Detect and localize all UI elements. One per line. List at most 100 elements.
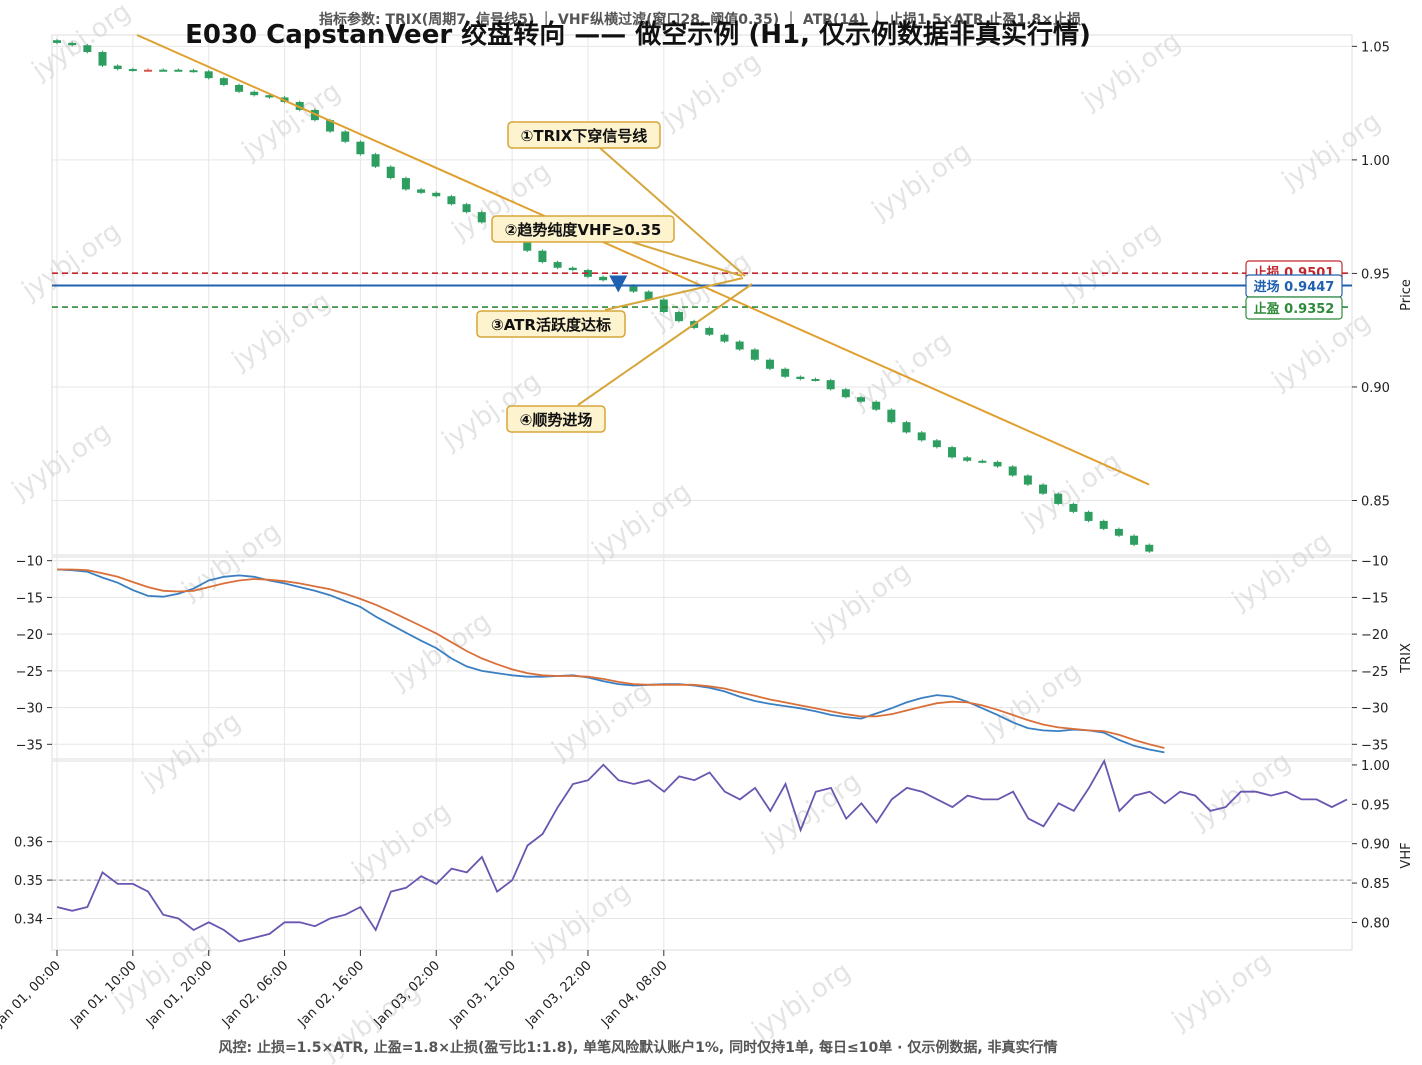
trend-line: [136, 34, 1150, 486]
trix-right-tick-label: −25: [1361, 665, 1388, 680]
annotation-text: ②趋势纯度VHF≥0.35: [505, 221, 662, 239]
candle-body: [432, 192, 441, 197]
annotation-box: [476, 310, 626, 338]
grid-lines: [52, 35, 1352, 950]
price-tick-label: 0.95: [1361, 267, 1390, 282]
trix-right-tick-label: −35: [1361, 738, 1388, 753]
candle-body: [1069, 503, 1078, 512]
candle-body: [250, 91, 259, 96]
trix-right-tick-label: −10: [1361, 555, 1388, 570]
price-tick-label: 1.05: [1361, 40, 1390, 55]
vhf-series-line: [56, 758, 1348, 943]
candle-body: [53, 40, 61, 43]
vhf-panel-frame: [51, 760, 1353, 951]
candle-body: [765, 359, 774, 369]
candle-body: [553, 262, 562, 268]
short-entry-marker: [609, 275, 628, 293]
vhf-right-tick-label: 0.90: [1361, 838, 1390, 853]
candle-body: [1039, 484, 1048, 494]
vhf-axis-label: VHF: [1399, 842, 1414, 868]
vhf-right-tick-label: 0.85: [1361, 877, 1390, 892]
x-tick-label: Jan 02, 06:00: [219, 958, 291, 1030]
candle-body: [735, 341, 744, 350]
candle-body: [705, 327, 714, 335]
trix-left-tick-label: −20: [16, 628, 43, 643]
candle-body: [477, 212, 486, 223]
candle-body: [326, 120, 335, 132]
candle-body: [1008, 466, 1017, 476]
candle-body: [371, 154, 380, 167]
candle-body: [811, 379, 820, 382]
candle-body: [174, 69, 183, 72]
candle-body: [932, 440, 941, 448]
candle-body: [993, 461, 1002, 467]
annotation-arrow: [604, 277, 744, 311]
candle-body: [720, 334, 729, 342]
candle-body: [1054, 493, 1063, 504]
footer-note: 风控: 止损=1.5×ATR, 止盈=1.8×止损(盈亏比1:1.8), 单笔风…: [218, 1039, 1057, 1056]
candle-body: [356, 141, 365, 155]
candle-body: [1023, 475, 1032, 485]
price-panel-frame: [51, 34, 1353, 556]
candle-body: [417, 189, 426, 193]
vhf-left-tick-label: 0.34: [14, 913, 43, 928]
price-tick-label: 1.00: [1361, 154, 1390, 169]
chart-title: E030 CapstanVeer 绞盘转向 —— 做空示例 (H1, 仅示例数据…: [185, 19, 1091, 50]
candle-body: [902, 422, 911, 433]
vhf-left-tick-label: 0.35: [14, 874, 43, 889]
annotation-text: ③ATR活跃度达标: [491, 316, 611, 334]
candle-body: [857, 397, 866, 402]
candle-body: [447, 196, 456, 205]
candle-body: [674, 312, 683, 322]
candle-body: [204, 71, 213, 79]
candle-body: [386, 166, 395, 179]
candle-body: [599, 276, 608, 281]
level-label: 进场 0.9447: [1254, 280, 1335, 295]
level-label-box: [1245, 296, 1343, 320]
annotation-box: [491, 215, 675, 243]
annotation-arrow: [631, 241, 743, 277]
trix-series-line: [56, 568, 1165, 754]
candle-body: [128, 69, 137, 72]
level-label: 止盈 0.9352: [1254, 301, 1335, 317]
trix-left-tick-label: −25: [16, 665, 43, 680]
candle-body: [1084, 511, 1093, 521]
candle-body: [781, 368, 790, 377]
annotation-arrow: [577, 283, 753, 406]
candle-body: [978, 460, 987, 463]
candle-body: [265, 95, 274, 98]
candle-body: [826, 380, 835, 390]
x-tick-label: Jan 04, 08:00: [598, 958, 670, 1030]
candle-body: [341, 131, 350, 142]
candle-body: [68, 42, 77, 46]
candle-body: [872, 401, 881, 410]
candle-body: [629, 285, 638, 292]
candle-body: [189, 70, 198, 73]
candle-body: [963, 457, 972, 461]
candle-body: [917, 432, 926, 441]
candle-body: [1114, 528, 1123, 536]
candle-body: [401, 178, 410, 190]
annotation-text: ④顺势进场: [520, 411, 593, 429]
x-tick-label: Jan 03, 12:00: [446, 958, 518, 1030]
candle-body: [235, 84, 244, 92]
trix-axis-label: TRIX: [1399, 643, 1414, 674]
candle-body: [159, 69, 168, 72]
annotations: ①TRIX下穿信号线 ②趋势纯度VHF≥0.35 ③ATR活跃度达标 ④顺势进场: [476, 121, 753, 433]
candle-body: [1130, 535, 1139, 545]
params-subtitle: 指标参数: TRIX(周期7, 信号线5) ｜ VHF纵横过滤(窗口28, 阈值…: [319, 11, 1081, 28]
trix-right-tick-label: −15: [1361, 591, 1388, 606]
trix-left-tick-label: −35: [16, 738, 43, 753]
candle-body: [948, 447, 957, 458]
vhf-left-tick-label: 0.36: [14, 836, 43, 851]
candle-body: [1145, 544, 1154, 552]
trix-left-tick-label: −30: [16, 702, 43, 717]
x-tick-label: Jan 03, 22:00: [522, 958, 594, 1030]
candle-body: [1099, 520, 1108, 529]
watermark-text: jyybj.org: [1166, 947, 1276, 1037]
watermark-text: jyybj.org: [746, 957, 856, 1047]
candle-body: [568, 267, 577, 271]
trix-panel-frame: [51, 556, 1353, 760]
candle-body: [523, 239, 532, 251]
